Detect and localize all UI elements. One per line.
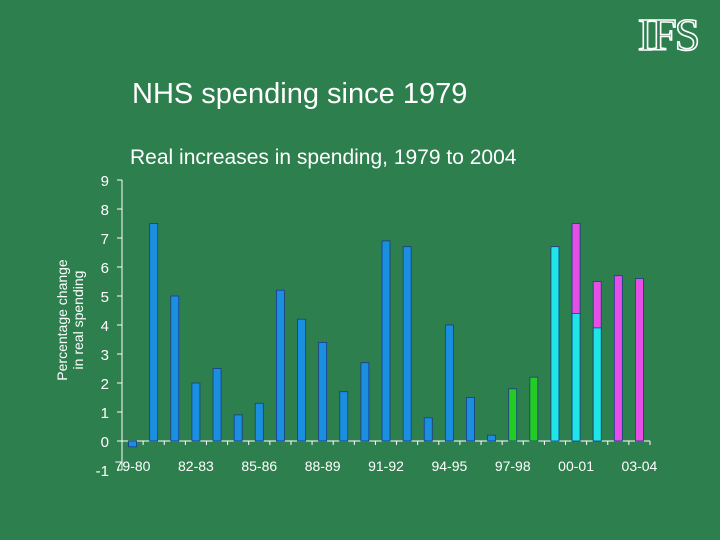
bar [275,289,285,442]
y-tick-label: -1 [96,463,109,480]
bar-total [635,278,644,442]
x-tick-label: 00-01 [558,458,594,474]
y-tick-label: 2 [101,376,109,393]
y-tick-label: 9 [101,173,109,190]
bar [550,246,560,442]
bar [487,434,497,442]
y-tick-label: 8 [101,202,109,219]
y-tick-label: 7 [101,231,109,248]
chart-title: Real increases in spending, 1979 to 2004 [130,146,517,169]
y-tick-label: 1 [101,405,109,422]
y-tick-label: 4 [101,318,109,335]
bar [444,324,454,442]
x-tick-label: 97-98 [495,458,531,474]
bar [592,327,602,442]
bar [571,312,581,442]
x-tick-label: 03-04 [622,458,658,474]
bar [318,341,328,442]
y-tick-label: 3 [101,347,109,364]
bar [360,362,370,442]
x-tick-label: 82-83 [178,458,214,474]
bar [402,246,412,442]
bar [212,368,222,442]
bar-total [613,275,623,442]
x-tick-label: 88-89 [305,458,341,474]
bar [254,402,264,442]
x-tick-label: 79-80 [115,458,151,474]
x-tick-label: 91-92 [368,458,404,474]
slide-title: NHS spending since 1979 [132,78,468,110]
y-tick-label: 6 [101,260,109,277]
bar [339,391,349,442]
y-tick-label: 0 [101,434,109,451]
bar [529,376,539,442]
bar [508,388,518,442]
x-tick-label: 85-86 [241,458,277,474]
svg-text:IFS: IFS [638,9,698,58]
bar [128,440,137,448]
ifs-logo: IFS [637,8,701,58]
bar [466,397,475,442]
bar [170,295,180,442]
x-tick-label: 94-95 [431,458,467,474]
bar [297,318,306,442]
bar [149,223,159,442]
y-tick-label: 5 [101,289,109,306]
bar [233,414,243,442]
bar [423,417,433,442]
bar [381,240,391,442]
bar [191,382,201,442]
